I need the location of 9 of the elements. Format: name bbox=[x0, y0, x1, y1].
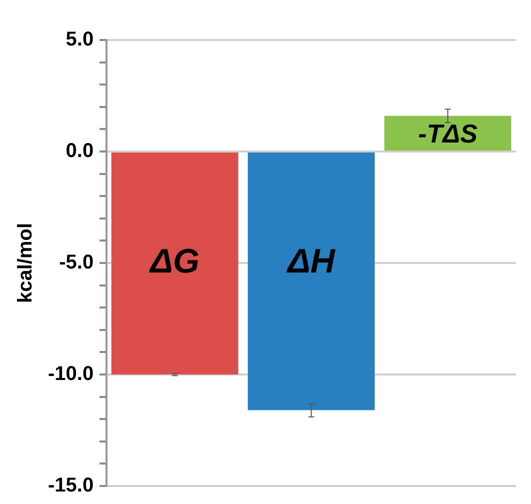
x-tick-label: -TΔS bbox=[418, 118, 478, 148]
y-tick-label: 5.0 bbox=[66, 28, 94, 51]
y-tick-label: 0.0 bbox=[66, 140, 94, 162]
x-tick-label: ΔH bbox=[286, 242, 336, 280]
y-tick-label: -15.0 bbox=[48, 474, 94, 497]
y-axis-title: kcal/mol bbox=[14, 222, 37, 304]
x-tick-label: ΔG bbox=[148, 242, 200, 280]
y-tick-label: -10.0 bbox=[48, 363, 94, 386]
y-tick-label: -5.0 bbox=[59, 252, 94, 274]
